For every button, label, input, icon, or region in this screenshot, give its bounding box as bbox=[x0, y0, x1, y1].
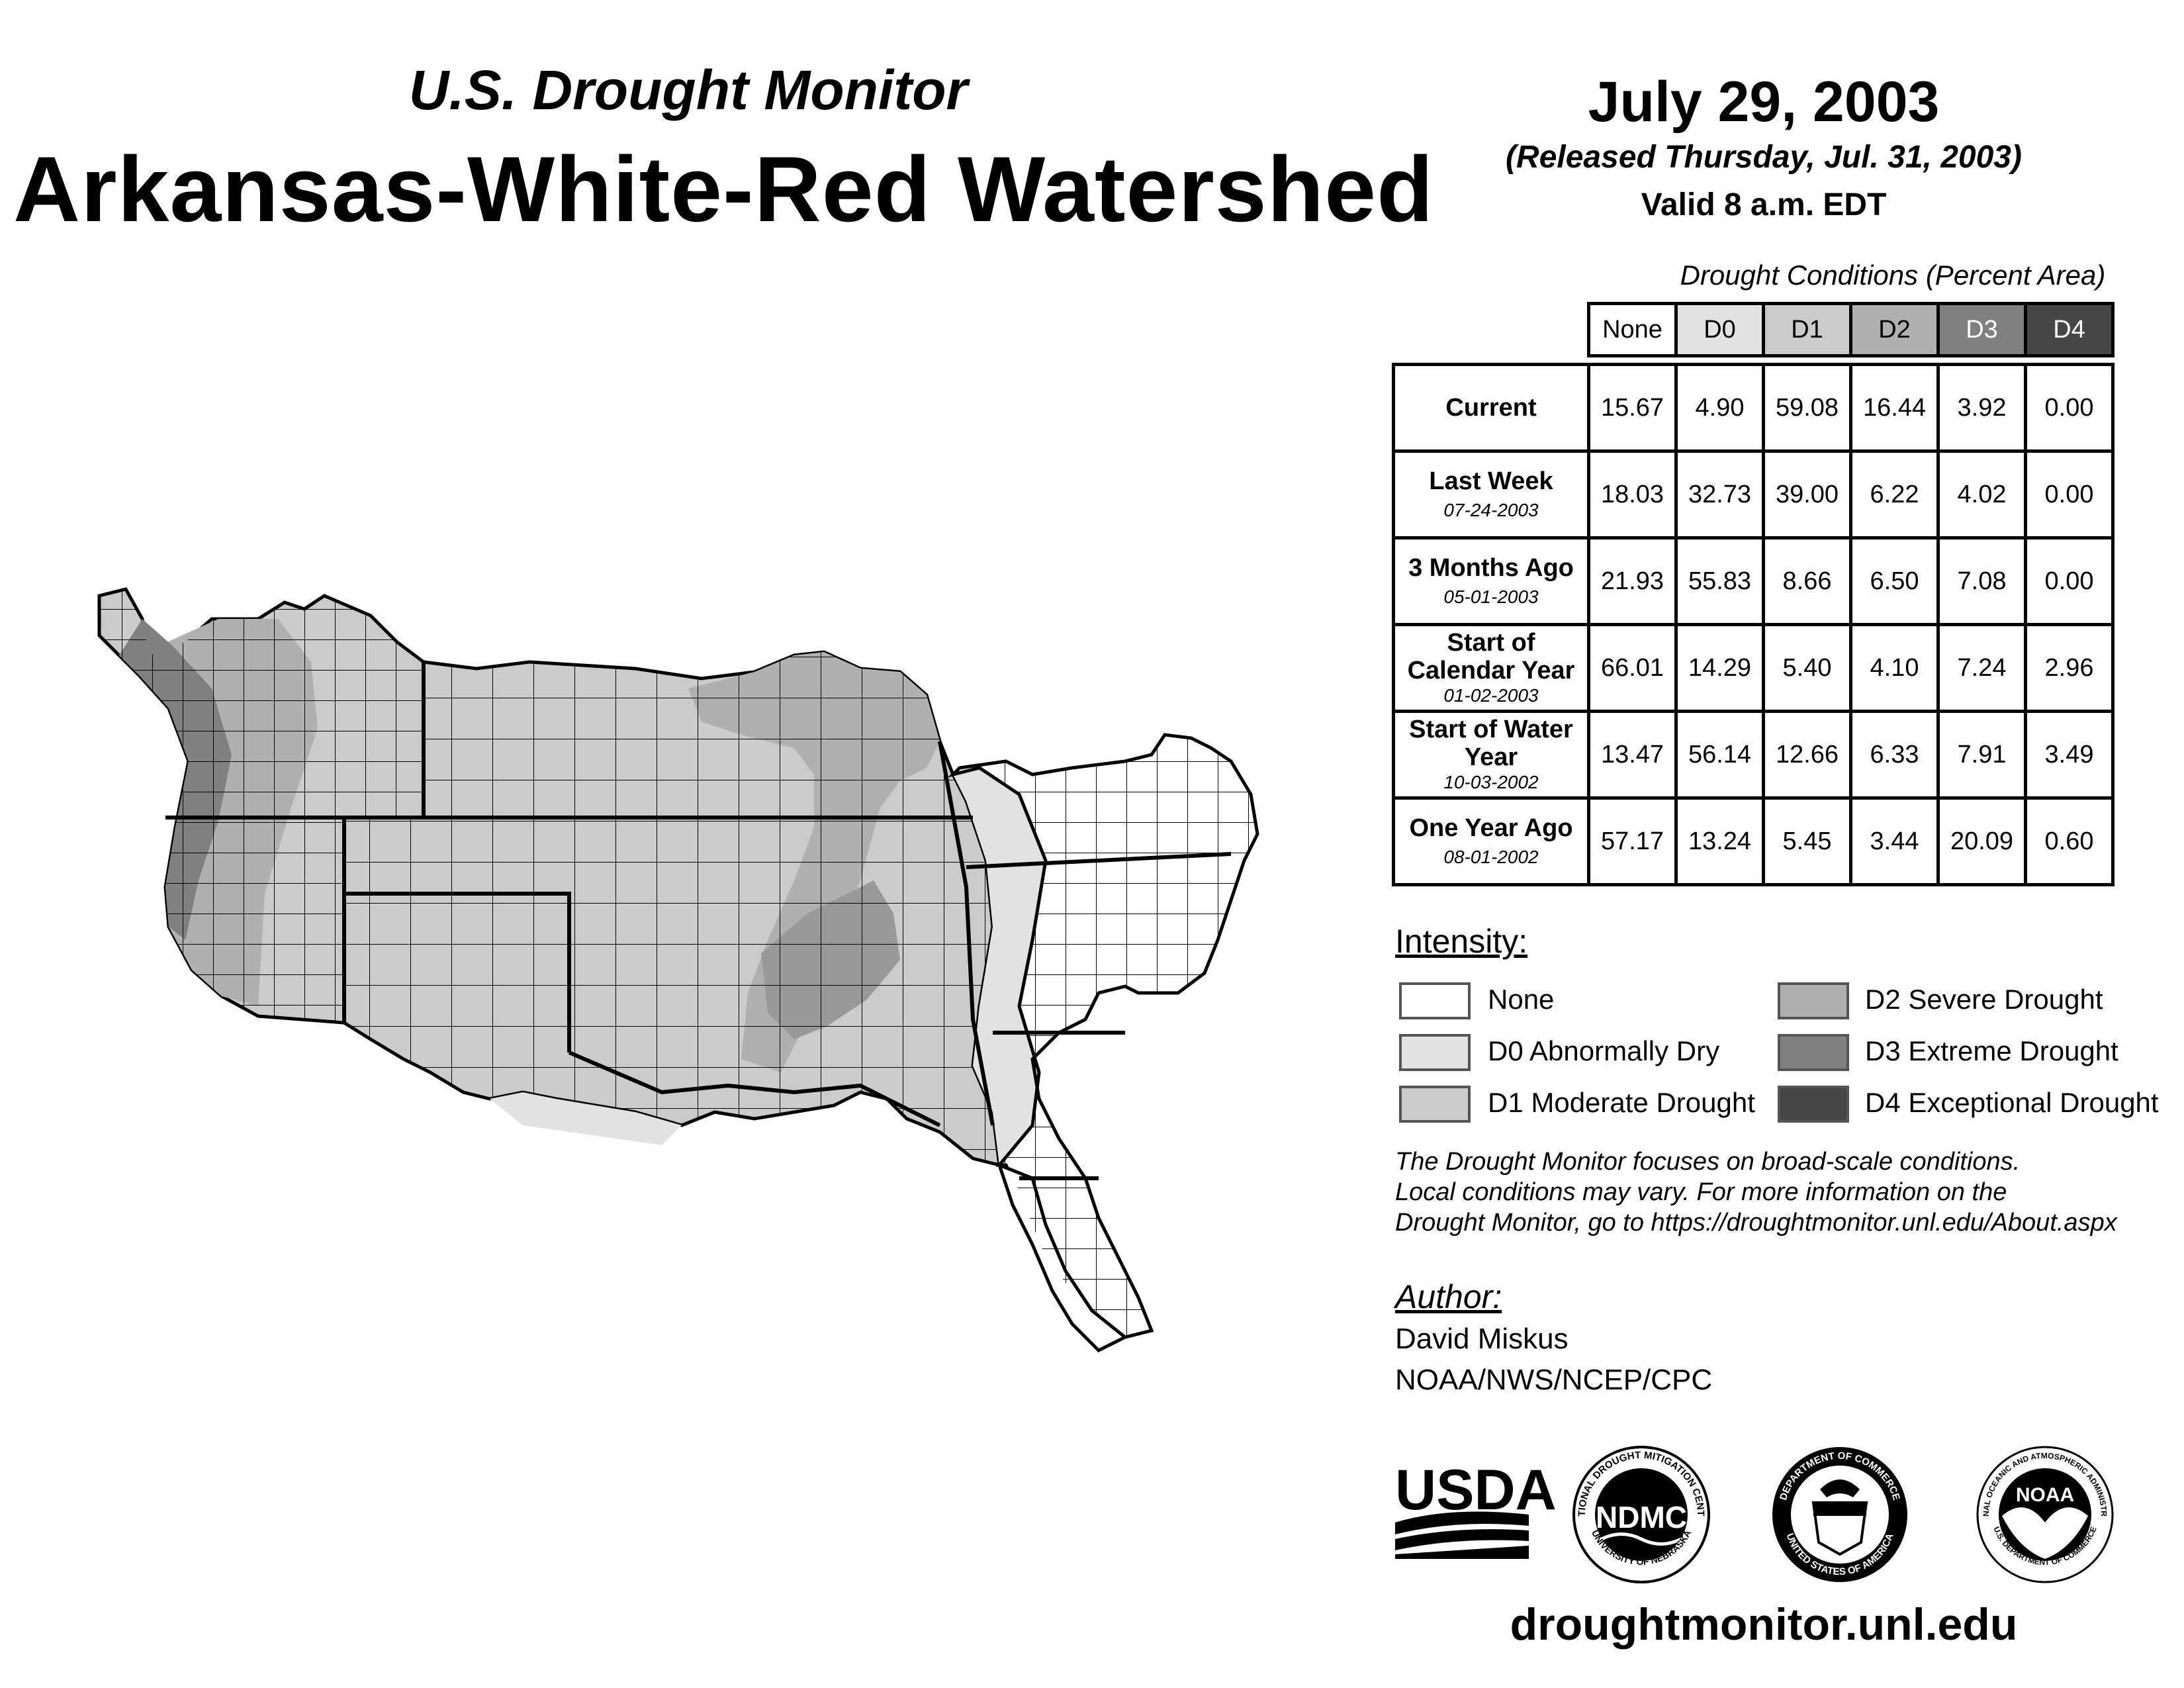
drought-conditions-table: None D0 D1 D2 D3 D4 Current 15.67 4.90 5… bbox=[1392, 302, 2115, 886]
cell: 20.09 bbox=[1936, 796, 2027, 886]
cell: 14.29 bbox=[1674, 623, 1765, 713]
cell: 21.93 bbox=[1587, 536, 1678, 626]
watershed-map bbox=[97, 587, 1259, 1353]
legend-heading: Intensity: bbox=[1395, 923, 1528, 960]
table-row: Last Week 07-24-2003 18.03 32.73 39.00 6.… bbox=[1392, 449, 2115, 539]
map-subtitle: U.S. Drought Monitor bbox=[408, 59, 968, 121]
row-label-3-months-ago: 3 Months Ago 05-01-2003 bbox=[1392, 536, 1590, 626]
row-label-last-week: Last Week 07-24-2003 bbox=[1392, 449, 1590, 539]
row-label-start-calendar-year: Start of Calendar Year 01-02-2003 bbox=[1392, 623, 1590, 713]
legend-swatch-d1 bbox=[1399, 1086, 1471, 1123]
note-line: Local conditions may vary. For more info… bbox=[1395, 1178, 2007, 1206]
cell: 13.24 bbox=[1674, 796, 1765, 886]
valid-time: Valid 8 a.m. EDT bbox=[1641, 187, 1887, 222]
table-row: Start of Calendar Year 01-02-2003 66.01 1… bbox=[1392, 623, 2115, 713]
note-line: The Drought Monitor focuses on broad-sca… bbox=[1395, 1148, 2021, 1176]
cell: 7.91 bbox=[1936, 710, 2027, 800]
map-date: July 29, 2003 bbox=[1588, 70, 1940, 134]
footer-url[interactable]: droughtmonitor.unl.edu bbox=[1510, 1599, 2018, 1650]
legend-swatch-d2 bbox=[1778, 982, 1849, 1019]
cell: 59.08 bbox=[1762, 363, 1852, 453]
region-east-d0 bbox=[953, 768, 1046, 1165]
legend-swatch-d3 bbox=[1778, 1034, 1849, 1071]
table-header-row: None D0 D1 D2 D3 D4 bbox=[1394, 302, 2115, 357]
legend-swatch-none bbox=[1399, 982, 1471, 1019]
cell: 5.45 bbox=[1762, 796, 1852, 886]
legend-label-d1: D1 Moderate Drought bbox=[1488, 1087, 1755, 1118]
cell: 3.49 bbox=[2024, 710, 2115, 800]
row-label-one-year-ago: One Year Ago 08-01-2002 bbox=[1392, 796, 1590, 886]
cell: 18.03 bbox=[1587, 449, 1678, 539]
cell: 3.44 bbox=[1849, 796, 1940, 886]
table-row: 3 Months Ago 05-01-2003 21.93 55.83 8.66 … bbox=[1392, 536, 2115, 626]
cell: 57.17 bbox=[1587, 796, 1678, 886]
table-row: Current 15.67 4.90 59.08 16.44 3.92 0.00 bbox=[1392, 363, 2115, 453]
cell: 0.00 bbox=[2024, 536, 2115, 626]
svg-text:NOAA: NOAA bbox=[2016, 1484, 2074, 1506]
cell: 66.01 bbox=[1587, 623, 1678, 713]
cell: 32.73 bbox=[1674, 449, 1765, 539]
cell: 8.66 bbox=[1762, 536, 1852, 626]
cell: 2.96 bbox=[2024, 623, 2115, 713]
cell: 16.44 bbox=[1849, 363, 1940, 453]
table-corner bbox=[1394, 304, 1589, 356]
usda-logo: USDA bbox=[1395, 1458, 1557, 1559]
region-south-d0 bbox=[490, 1092, 682, 1145]
legend-label-d3: D3 Extreme Drought bbox=[1865, 1035, 2118, 1066]
cell: 6.50 bbox=[1849, 536, 1940, 626]
map-title: Arkansas-White-Red Watershed bbox=[13, 137, 1434, 241]
cell: 4.02 bbox=[1936, 449, 2027, 539]
cell: 6.22 bbox=[1849, 449, 1940, 539]
author-org: NOAA/NWS/NCEP/CPC bbox=[1395, 1364, 1713, 1396]
col-d2: D2 bbox=[1849, 302, 1940, 357]
table-row: One Year Ago 08-01-2002 57.17 13.24 5.45 … bbox=[1392, 796, 2115, 886]
col-none: None bbox=[1587, 302, 1678, 357]
legend-swatch-d4 bbox=[1778, 1086, 1849, 1123]
note-line: Drought Monitor, go to https://droughtmo… bbox=[1395, 1209, 2117, 1237]
cell: 7.08 bbox=[1936, 536, 2027, 626]
author-name: David Miskus bbox=[1395, 1323, 1569, 1355]
cell: 4.10 bbox=[1849, 623, 1940, 713]
col-d1: D1 bbox=[1762, 302, 1852, 357]
legend-swatch-d0 bbox=[1399, 1034, 1471, 1071]
author-heading: Author: bbox=[1395, 1278, 1502, 1315]
svg-text:USDA: USDA bbox=[1395, 1458, 1557, 1522]
cell: 5.40 bbox=[1762, 623, 1852, 713]
cell: 12.66 bbox=[1762, 710, 1852, 800]
legend-label-d4: D4 Exceptional Drought bbox=[1865, 1087, 2159, 1118]
agency-logos: USDA NDMC NATIONAL DROUGHT MITIGATION CE… bbox=[1390, 1443, 2114, 1583]
table-caption: Drought Conditions (Percent Area) bbox=[1680, 259, 2106, 291]
row-label-current: Current bbox=[1392, 363, 1590, 453]
legend-label-d2: D2 Severe Drought bbox=[1865, 984, 2103, 1015]
cell: 15.67 bbox=[1587, 363, 1678, 453]
cell: 6.33 bbox=[1849, 710, 1940, 800]
svg-text:NDMC: NDMC bbox=[1596, 1500, 1687, 1534]
state-boundaries bbox=[165, 662, 1232, 1180]
cell: 0.60 bbox=[2024, 796, 2115, 886]
col-d0: D0 bbox=[1674, 302, 1765, 357]
table-row: Start of Water Year 10-03-2002 13.47 56.1… bbox=[1392, 710, 2115, 800]
col-d4: D4 bbox=[2024, 302, 2115, 357]
doc-seal-logo: DEPARTMENT OF COMMERCE UNITED STATES OF … bbox=[1772, 1447, 1907, 1582]
legend-label-none: None bbox=[1488, 984, 1555, 1015]
legend-label-d0: D0 Abnormally Dry bbox=[1488, 1035, 1720, 1066]
col-d3: D3 bbox=[1936, 302, 2027, 357]
disclaimer-note: The Drought Monitor focuses on broad-sca… bbox=[1395, 1147, 2183, 1238]
cell: 55.83 bbox=[1674, 536, 1765, 626]
cell: 0.00 bbox=[2024, 363, 2115, 453]
cell: 4.90 bbox=[1674, 363, 1765, 453]
cell: 13.47 bbox=[1587, 710, 1678, 800]
cell: 0.00 bbox=[2024, 449, 2115, 539]
cell: 7.24 bbox=[1936, 623, 2027, 713]
release-date: (Released Thursday, Jul. 31, 2003) bbox=[1506, 140, 2022, 175]
cell: 56.14 bbox=[1674, 710, 1765, 800]
cell: 3.92 bbox=[1936, 363, 2027, 453]
row-label-start-water-year: Start of Water Year 10-03-2002 bbox=[1392, 710, 1590, 800]
cell: 39.00 bbox=[1762, 449, 1852, 539]
